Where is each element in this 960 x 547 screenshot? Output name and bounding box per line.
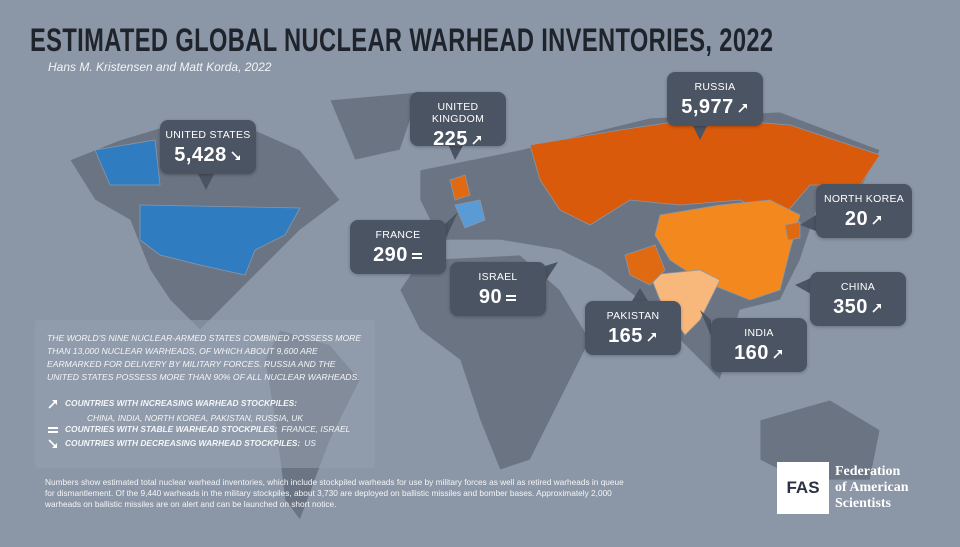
callout: UNITED KINGDOM 225 <box>410 92 506 150</box>
trend-icon <box>773 349 782 359</box>
warhead-count: 20 <box>816 208 912 231</box>
warhead-count: 350 <box>810 296 906 319</box>
trend-icon <box>48 400 57 409</box>
country-name: NORTH KOREA <box>823 193 905 205</box>
warhead-count: 165 <box>585 325 681 348</box>
logo: FAS Federation of American Scientists <box>777 462 937 516</box>
trend-icon <box>872 303 881 313</box>
china <box>654 199 801 301</box>
pakistan <box>624 244 666 286</box>
pointer <box>198 174 214 190</box>
logo-line: Scientists <box>835 496 891 511</box>
country-name: PAKISTAN <box>606 310 660 322</box>
title: ESTIMATED GLOBAL NUCLEAR WARHEAD INVENTO… <box>30 22 774 58</box>
legend-entry: COUNTRIES WITH DECREASING WARHEAD STOCKP… <box>47 438 316 450</box>
france <box>454 199 486 229</box>
trend-icon <box>48 427 58 433</box>
pointer <box>448 144 464 160</box>
legend-entry: COUNTRIES WITH INCREASING WARHEAD STOCKP… <box>47 398 303 423</box>
country-name: FRANCE <box>375 229 421 241</box>
warhead-count: 290 <box>350 244 446 267</box>
subtitle: Hans M. Kristensen and Matt Korda, 2022 <box>48 60 272 74</box>
warhead-count: 90 <box>450 286 546 309</box>
legend-entry: COUNTRIES WITH STABLE WARHEAD STOCKPILES… <box>47 424 350 436</box>
logo-line: of American <box>835 480 909 495</box>
legend-countries: US <box>304 438 316 449</box>
warhead-value: 350 <box>833 296 868 318</box>
footnote: Numbers show estimated total nuclear war… <box>45 477 624 509</box>
trend-icon <box>872 215 882 225</box>
legend-countries: FRANCE, ISRAEL <box>281 424 351 435</box>
pointer <box>632 288 648 301</box>
callout: PAKISTAN 165 <box>585 301 681 355</box>
warhead-value: 225 <box>433 128 468 150</box>
pointer <box>545 262 558 282</box>
pointer <box>445 212 458 240</box>
trend-icon <box>231 151 240 160</box>
country-name: INDIA <box>744 327 774 339</box>
warhead-value: 90 <box>478 286 503 308</box>
legend-label: COUNTRIES WITH INCREASING WARHEAD STOCKP… <box>65 398 298 409</box>
united-kingdom <box>449 174 471 201</box>
pointer <box>800 215 816 231</box>
trend-icon <box>738 103 747 113</box>
info-text: The world's nine nuclear-armed states co… <box>47 333 362 382</box>
warhead-count: 225 <box>410 128 506 151</box>
pointer <box>700 310 711 336</box>
callout: INDIA 160 <box>711 318 807 372</box>
warhead-value: 5,428 <box>174 144 227 166</box>
warhead-value: 20 <box>844 208 869 230</box>
trend-icon <box>647 332 656 342</box>
legend-label: COUNTRIES WITH DECREASING WARHEAD STOCKP… <box>65 438 301 449</box>
callout: UNITED STATES 5,428 <box>160 120 256 174</box>
india <box>649 269 721 336</box>
warhead-value: 290 <box>373 244 408 266</box>
trend-icon <box>411 252 422 259</box>
alaska <box>94 139 161 186</box>
logo-name: Federation of American Scientists <box>835 464 908 512</box>
warhead-value: 160 <box>734 342 769 364</box>
callout: CHINA 350 <box>810 272 906 326</box>
warhead-value: 165 <box>608 325 643 347</box>
legend-countries: CHINA, INDIA, NORTH KOREA, PAKISTAN, RUS… <box>87 413 303 423</box>
logo-line: Federation <box>835 464 901 479</box>
north-korea <box>784 221 801 241</box>
warhead-count: 5,428 <box>160 144 256 167</box>
logo-mark: FAS <box>777 462 829 514</box>
warhead-count: 160 <box>711 342 807 365</box>
highlighted-countries <box>94 117 881 336</box>
callout: RUSSIA 5,977 <box>667 72 763 126</box>
callout-pointers <box>198 124 816 336</box>
warhead-value: 5,977 <box>681 96 734 118</box>
callout: ISRAEL 90 <box>450 262 546 316</box>
callout: FRANCE 290 <box>350 220 446 274</box>
callout: NORTH KOREA 20 <box>816 184 912 238</box>
country-name: RUSSIA <box>694 81 736 93</box>
country-name: UNITED KINGDOM <box>431 101 485 125</box>
trend-icon <box>506 294 517 301</box>
pointer <box>795 278 811 294</box>
country-name: UNITED STATES <box>165 129 251 141</box>
trend-icon <box>48 439 57 448</box>
country-name: ISRAEL <box>478 271 518 283</box>
legend-label: COUNTRIES WITH STABLE WARHEAD STOCKPILES… <box>65 424 278 435</box>
country-name: CHINA <box>840 281 876 293</box>
warhead-count: 5,977 <box>667 96 763 119</box>
pointer <box>692 124 708 140</box>
trend-icon <box>472 135 481 145</box>
united-states <box>139 204 301 276</box>
info-box: The world's nine nuclear-armed states co… <box>35 320 375 468</box>
